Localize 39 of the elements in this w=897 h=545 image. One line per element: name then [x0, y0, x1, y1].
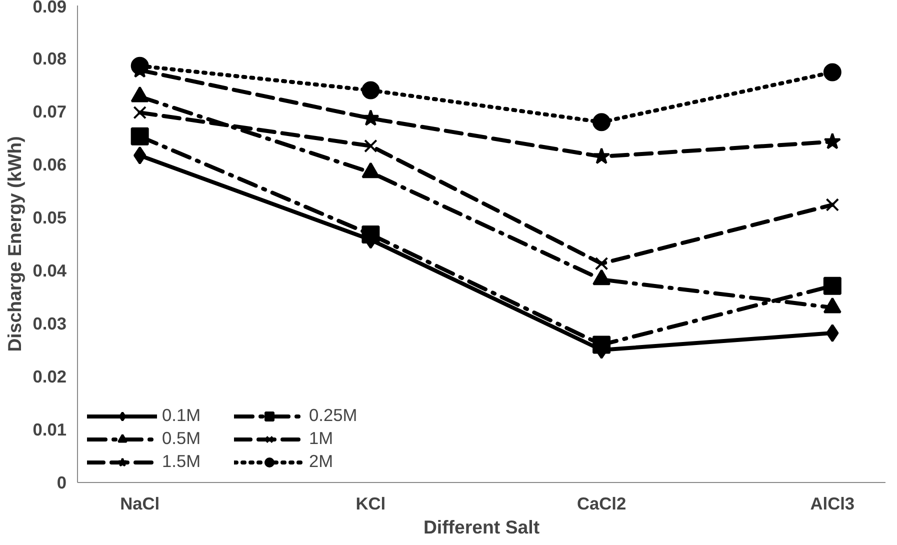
- point: [826, 198, 840, 212]
- point: [364, 139, 378, 153]
- point: [824, 132, 842, 150]
- legend-label: 2M: [309, 451, 334, 472]
- point: [130, 127, 149, 146]
- y-tick-label: 0.02: [32, 366, 67, 386]
- y-tick-label: 0.07: [32, 102, 67, 122]
- legend-label: 0.25M: [309, 405, 358, 426]
- point: [362, 109, 380, 126]
- point: [130, 56, 149, 75]
- x-tick-label: NaCl: [120, 494, 160, 514]
- point: [362, 225, 380, 244]
- legend-label: 1M: [309, 428, 334, 449]
- y-tick-label: 0.05: [32, 208, 67, 228]
- point: [362, 81, 380, 100]
- point: [823, 63, 842, 82]
- y-tick-label: 0.08: [32, 48, 67, 68]
- legend-label: 1.5M: [162, 451, 202, 472]
- point: [592, 336, 611, 354]
- point: [133, 106, 146, 120]
- x-axis-title: Different Salt: [423, 516, 540, 538]
- y-tick-label: 0.01: [32, 420, 67, 440]
- point: [134, 146, 146, 164]
- legend-label: 0.5M: [162, 428, 202, 449]
- y-tick-label: 0.06: [32, 154, 67, 174]
- x-tick-label: AlCl3: [810, 494, 855, 514]
- point: [594, 256, 608, 270]
- y-tick-label: 0.04: [32, 260, 67, 280]
- y-axis-title: Discharge Energy (kWh): [4, 136, 25, 352]
- y-tick-label: 0.09: [32, 0, 67, 16]
- x-tick-label: KCl: [356, 494, 386, 514]
- x-tick-label: CaCl2: [576, 494, 626, 514]
- point: [823, 276, 842, 295]
- y-tick-label: 0.03: [32, 314, 67, 334]
- y-tick-label: 0: [56, 472, 67, 492]
- point: [592, 148, 610, 164]
- point: [592, 113, 611, 132]
- legend-label: 0.1M: [162, 405, 202, 426]
- point: [826, 324, 839, 342]
